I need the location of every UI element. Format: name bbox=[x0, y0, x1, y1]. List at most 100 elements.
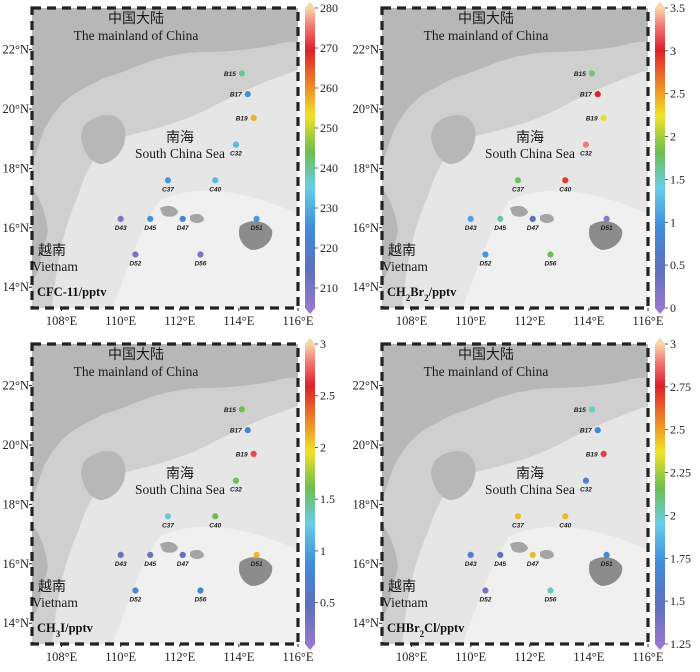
station-label: C32 bbox=[580, 487, 592, 494]
station-label: D45 bbox=[494, 561, 506, 568]
label-sea-en: South China Sea bbox=[135, 482, 225, 497]
label-sea-en: South China Sea bbox=[485, 146, 575, 161]
y-tick-label: 16°N bbox=[2, 221, 29, 235]
station-d47: D47 bbox=[177, 551, 189, 568]
station-marker bbox=[253, 551, 260, 558]
station-label: B15 bbox=[574, 407, 586, 414]
station-b15: B15 bbox=[574, 406, 595, 414]
station-b15: B15 bbox=[224, 406, 245, 414]
colorbar-tick-label: 0.5 bbox=[670, 258, 685, 272]
station-label: B17 bbox=[580, 428, 592, 435]
station-marker bbox=[588, 70, 595, 77]
islet bbox=[540, 213, 554, 223]
colorbar-tick-label: 260 bbox=[320, 81, 338, 95]
label-vietnam-cn: 越南 bbox=[388, 579, 416, 595]
station-label: D51 bbox=[251, 225, 263, 232]
label-sea-en: South China Sea bbox=[485, 482, 575, 497]
station-label: D51 bbox=[251, 561, 263, 568]
colorbar-tick-label: 1.75 bbox=[670, 551, 691, 565]
y-tick-label: 18°N bbox=[2, 161, 29, 175]
station-marker bbox=[467, 215, 474, 222]
station-label: D52 bbox=[479, 261, 491, 268]
islet bbox=[190, 549, 204, 559]
station-label: D52 bbox=[479, 597, 491, 604]
colorbar-tick-label: 3 bbox=[670, 44, 676, 58]
station-c37: C37 bbox=[512, 177, 524, 193]
station-marker bbox=[603, 551, 610, 558]
x-tick-label: 108°E bbox=[46, 650, 78, 664]
colorbar-tick-label: 0 bbox=[670, 301, 676, 315]
station-c40: C40 bbox=[209, 177, 222, 193]
station-label: B19 bbox=[236, 451, 248, 458]
station-marker bbox=[212, 513, 219, 520]
map-body bbox=[32, 8, 298, 308]
station-marker bbox=[179, 215, 186, 222]
station-label: B17 bbox=[230, 428, 242, 435]
station-label: D47 bbox=[527, 561, 539, 568]
hainan-island bbox=[431, 451, 476, 500]
colorbar-tick-label: 0.5 bbox=[320, 596, 335, 610]
x-tick-label: 108°E bbox=[396, 314, 428, 328]
station-b15: B15 bbox=[574, 70, 595, 78]
station-d51: D51 bbox=[601, 215, 613, 232]
colorbar: 1.25 1.5 1.75 2 2.25 2.5 2.75 3 bbox=[655, 337, 691, 651]
station-marker bbox=[594, 427, 601, 434]
station-d51: D51 bbox=[601, 551, 613, 568]
station-label: B19 bbox=[586, 115, 598, 122]
map-body bbox=[382, 8, 648, 308]
station-marker bbox=[253, 215, 260, 222]
colorbar-cap-top bbox=[305, 338, 315, 344]
map-body bbox=[382, 344, 648, 644]
y-tick-label: 22°N bbox=[352, 379, 379, 393]
station-marker bbox=[244, 91, 251, 98]
colorbar-tick-label: 2.5 bbox=[320, 389, 335, 403]
station-d52: D52 bbox=[129, 587, 142, 604]
station-marker bbox=[594, 91, 601, 98]
station-c40: C40 bbox=[559, 513, 572, 529]
colorbar-tick-label: 2.25 bbox=[670, 466, 691, 480]
x-tick-label: 112°E bbox=[514, 650, 545, 664]
x-tick-label: 116°E bbox=[283, 650, 314, 664]
colorbar-gradient bbox=[655, 344, 665, 644]
station-label: D51 bbox=[601, 561, 613, 568]
station-marker bbox=[514, 513, 522, 520]
colorbar-cap-bottom bbox=[655, 644, 665, 650]
station-d56: D56 bbox=[194, 251, 207, 268]
y-tick-label: 20°N bbox=[352, 102, 379, 116]
station-label: C37 bbox=[512, 186, 524, 193]
colorbar-tick-label: 250 bbox=[320, 121, 338, 135]
vietnam-land bbox=[382, 524, 398, 616]
x-tick-label: 108°E bbox=[46, 314, 78, 328]
y-tick-label: 18°N bbox=[352, 497, 379, 511]
map-frame bbox=[30, 6, 300, 310]
station-d56: D56 bbox=[544, 251, 557, 268]
station-label: C37 bbox=[162, 522, 174, 529]
station-marker bbox=[482, 251, 489, 258]
label-china-en: The mainland of China bbox=[424, 28, 549, 43]
colorbar-tick-label: 270 bbox=[320, 41, 338, 55]
station-marker bbox=[164, 177, 172, 184]
map-body bbox=[32, 344, 298, 644]
y-tick-label: 20°N bbox=[2, 438, 29, 452]
colorbar-cap-bottom bbox=[305, 308, 315, 314]
label-china-en: The mainland of China bbox=[74, 28, 199, 43]
label-vietnam-cn: 越南 bbox=[38, 579, 66, 595]
station-d43: D43 bbox=[465, 551, 477, 568]
station-d45: D45 bbox=[494, 551, 507, 568]
vietnam-land bbox=[32, 524, 48, 616]
colorbar-tick-label: 3 bbox=[670, 337, 676, 351]
station-marker bbox=[147, 551, 154, 558]
station-c40: C40 bbox=[209, 513, 222, 529]
station-marker bbox=[529, 215, 536, 222]
colorbar-cap-bottom bbox=[305, 644, 315, 650]
x-tick-label: 114°E bbox=[223, 314, 254, 328]
y-tick-label: 20°N bbox=[352, 438, 379, 452]
station-marker bbox=[132, 251, 139, 258]
y-tick-label: 22°N bbox=[2, 43, 29, 57]
y-tick-label: 16°N bbox=[2, 557, 29, 571]
colorbar-tick-label: 2.5 bbox=[670, 87, 685, 101]
hainan-island bbox=[431, 115, 476, 164]
station-label: B15 bbox=[224, 407, 236, 414]
islet bbox=[510, 541, 528, 553]
station-b19: B19 bbox=[586, 114, 607, 122]
